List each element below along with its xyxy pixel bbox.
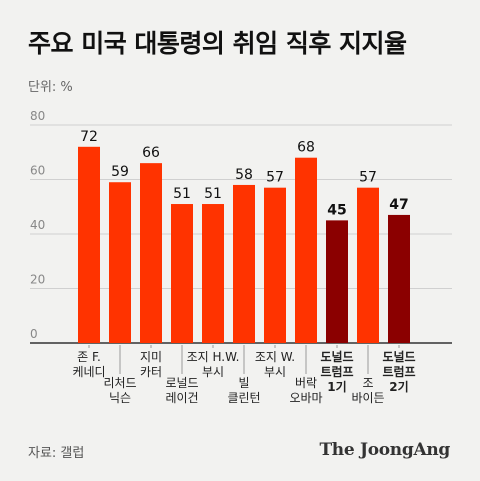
category-label-line: 1기 [327, 379, 346, 394]
category-label-line: 조지 W. [255, 350, 295, 364]
category-label-line: 빌 [238, 376, 249, 390]
category-label-line: 지미 [140, 350, 162, 364]
category-label-line: 조지 H.W. [187, 350, 240, 364]
y-tick-label: 60 [30, 164, 45, 178]
category-label: 도널드 트럼프 2기 [382, 349, 415, 394]
bar-1 [109, 182, 131, 343]
category-label-line: 도널드 [320, 349, 353, 364]
category-label-line: 버락 [295, 376, 317, 390]
category-label-line: 오바마 [289, 391, 322, 405]
bar-5 [233, 184, 255, 343]
y-tick-label: 20 [30, 273, 45, 287]
category-label-line: 트럼프 [382, 365, 415, 379]
bar-2 [140, 163, 162, 343]
category-label-line: 카터 [140, 365, 162, 379]
bar-3 [171, 204, 193, 343]
category-label: 빌 클린턴 [227, 376, 260, 405]
bar-8 [326, 220, 348, 343]
y-tick-label: 40 [30, 218, 45, 232]
value-label: 51 [173, 186, 191, 202]
source-label: 자료: 갤럽 [28, 446, 85, 461]
category-label-line: 케네디 [72, 365, 105, 379]
y-tick-label: 80 [30, 109, 45, 123]
category-label-line: 로널드 [165, 376, 198, 390]
value-label: 68 [297, 140, 315, 156]
bar-10 [388, 214, 410, 343]
category-label-line: 조 [362, 376, 373, 390]
value-label: 51 [204, 186, 222, 202]
publisher-logo: The JoongAng [319, 440, 450, 460]
value-label: 72 [80, 129, 98, 145]
category-label: 조지 H.W. 부시 [187, 350, 240, 379]
value-label: 66 [142, 145, 160, 161]
bar-7 [295, 157, 317, 343]
category-label-line: 트럼프 [320, 365, 353, 379]
bar-9 [357, 187, 379, 343]
category-label-line: 부시 [202, 365, 224, 379]
category-label: 조지 W. 부시 [255, 350, 295, 379]
category-label-line: 부시 [264, 365, 286, 379]
chart-title: 주요 미국 대통령의 취임 직후 지지율 [28, 29, 407, 58]
category-label: 리처드 닉슨 [103, 376, 136, 405]
category-label: 버락 오바마 [289, 376, 322, 405]
bar-6 [264, 187, 286, 343]
value-label: 57 [359, 170, 377, 186]
value-label: 45 [327, 202, 346, 218]
category-label: 지미 카터 [140, 350, 162, 379]
category-label-line: 도널드 [382, 349, 415, 364]
bar-0 [78, 146, 100, 343]
value-label: 57 [266, 170, 284, 186]
category-label-line: 바이든 [351, 391, 384, 405]
category-label-line: 닉슨 [109, 391, 131, 405]
category-label-line: 클린턴 [227, 391, 260, 405]
unit-label: 단위: % [28, 80, 73, 95]
value-label: 59 [111, 164, 129, 180]
bar-4 [202, 204, 224, 343]
y-tick-label: 0 [30, 327, 38, 341]
category-label-line: 존 F. [77, 350, 101, 364]
category-label: 존 F. 케네디 [72, 350, 105, 379]
category-label-line: 레이건 [165, 391, 198, 405]
value-label: 47 [389, 197, 408, 213]
category-label: 도널드 트럼프 1기 [320, 349, 353, 394]
value-label: 58 [235, 167, 253, 183]
category-label: 조 바이든 [351, 376, 384, 405]
category-label: 로널드 레이건 [165, 376, 198, 405]
category-label-line: 리처드 [103, 376, 136, 390]
category-label-line: 2기 [389, 379, 408, 394]
